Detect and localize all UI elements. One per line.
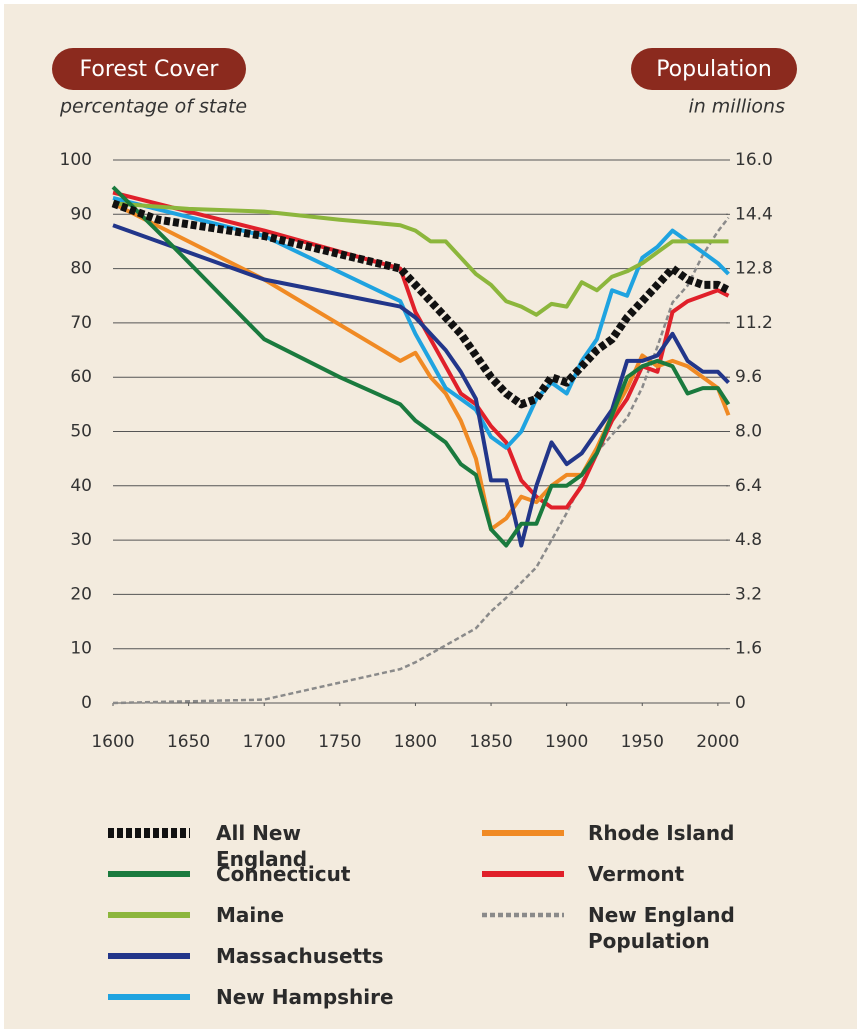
x-tick-label: 1850	[469, 732, 512, 752]
x-tick-label: 1650	[167, 732, 210, 752]
y2-tick-label: 3.2	[735, 584, 762, 604]
y2-tick-label: 11.2	[735, 313, 773, 333]
y-tick-label: 60	[70, 367, 92, 387]
y-tick-label: 30	[70, 530, 92, 550]
y2-tick-label: 9.6	[735, 367, 762, 387]
legend-label: Massachusetts	[216, 944, 384, 968]
x-tick-label: 1950	[621, 732, 664, 752]
series-line	[111, 199, 731, 409]
y-tick-label: 80	[70, 259, 92, 279]
x-tick-label: 1750	[318, 732, 361, 752]
y2-tick-label: 14.4	[735, 204, 773, 224]
x-tick-label: 1700	[243, 732, 286, 752]
legend-label: New Hampshire	[216, 985, 394, 1009]
legend-label: All New England	[216, 821, 308, 871]
series-line	[111, 185, 731, 548]
y2-tick-label: 12.8	[735, 259, 773, 279]
series-line	[112, 201, 729, 317]
y-tick-label: 70	[70, 313, 92, 333]
x-tick-label: 1800	[394, 732, 437, 752]
y2-tick-label: 0	[735, 693, 746, 713]
y2-tick-label: 6.4	[735, 476, 762, 496]
title-pill	[52, 48, 246, 90]
legend-label: Maine	[216, 903, 285, 927]
y2-tick-label: 1.6	[735, 639, 762, 659]
subtitle: percentage of state	[59, 96, 247, 118]
y2-tick-label: 8.0	[735, 422, 762, 442]
legend-label: Connecticut	[216, 862, 351, 886]
legend-label: Vermont	[588, 862, 685, 886]
y-tick-label: 20	[70, 584, 92, 604]
legend-label: Rhode Island	[588, 821, 735, 845]
y-tick-label: 90	[70, 204, 92, 224]
y-tick-label: 10	[70, 639, 92, 659]
y2-title-pill	[631, 48, 797, 90]
y-tick-label: 100	[60, 150, 92, 170]
x-tick-label: 1900	[545, 732, 588, 752]
legend-label: New England Population	[588, 903, 735, 953]
series-line	[112, 223, 730, 548]
y-tick-label: 40	[70, 476, 92, 496]
x-tick-label: 2000	[696, 732, 739, 752]
y2-title: Population	[656, 57, 772, 82]
background	[4, 4, 857, 1029]
y2-tick-label: 16.0	[735, 150, 773, 170]
x-tick-label: 1600	[91, 732, 134, 752]
y2-tick-label: 4.8	[735, 530, 762, 550]
series-line	[112, 190, 730, 510]
y-tick-label: 0	[81, 693, 92, 713]
chart-title: Forest Cover	[80, 57, 220, 82]
y2-subtitle: in millions	[688, 96, 785, 118]
y-tick-label: 50	[70, 422, 92, 442]
